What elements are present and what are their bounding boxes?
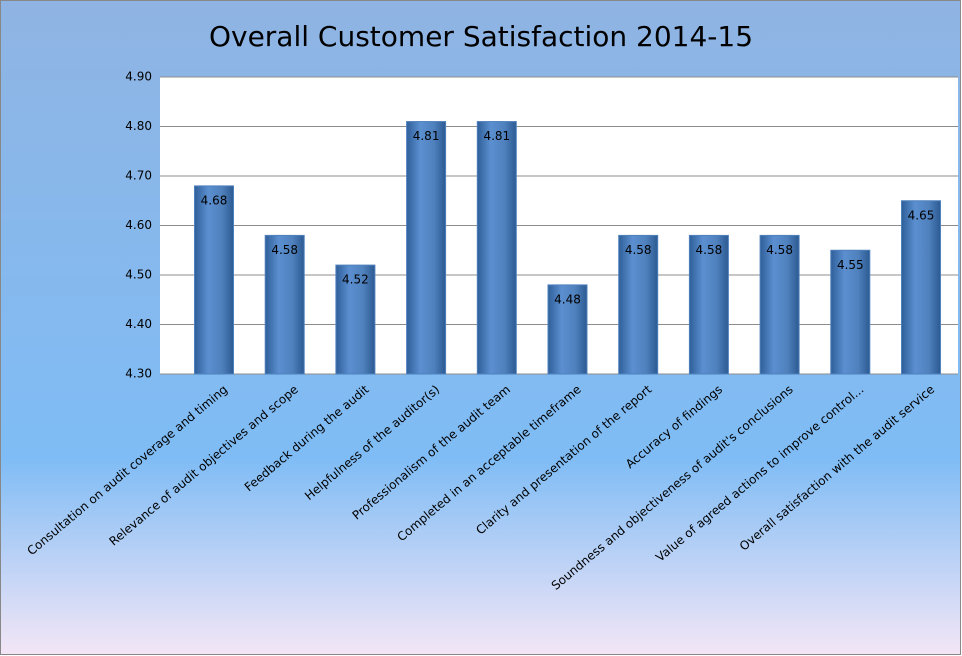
value-label: 4.52: [342, 273, 369, 287]
bar: [406, 121, 447, 375]
bar: [194, 185, 234, 375]
y-tick-label: 4.40: [125, 317, 152, 331]
value-label: 4.58: [271, 243, 298, 257]
bar: [830, 249, 871, 375]
value-label: 4.81: [413, 129, 440, 143]
bar: [335, 264, 376, 375]
y-tick-label: 4.30: [125, 367, 152, 381]
y-tick-label: 4.90: [125, 70, 152, 84]
bar: [476, 121, 517, 375]
value-label: 4.68: [201, 193, 228, 207]
bar: [688, 234, 729, 375]
chart-title: Overall Customer Satisfaction 2014-15: [209, 20, 753, 53]
bar: [901, 200, 941, 375]
y-tick-label: 4.60: [125, 218, 152, 232]
bar: [264, 234, 305, 375]
value-label: 4.81: [483, 129, 510, 143]
value-label: 4.58: [625, 243, 652, 257]
bar: [759, 234, 800, 375]
y-tick-label: 4.70: [125, 169, 152, 183]
value-label: 4.55: [837, 258, 864, 272]
y-tick-label: 4.50: [125, 268, 152, 282]
value-label: 4.48: [554, 292, 581, 306]
y-tick-label: 4.80: [125, 119, 152, 133]
bar: [618, 234, 659, 375]
value-label: 4.65: [908, 208, 935, 222]
bar: [547, 284, 588, 375]
value-label: 4.58: [766, 243, 793, 257]
value-label: 4.58: [696, 243, 723, 257]
